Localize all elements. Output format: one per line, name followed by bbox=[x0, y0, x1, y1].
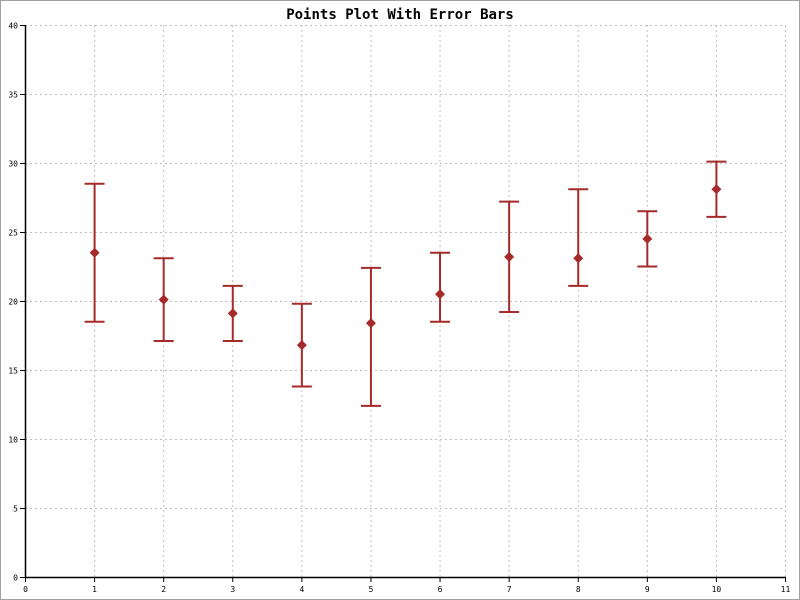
x-tick-label: 1 bbox=[92, 585, 97, 594]
x-tick-label: 0 bbox=[23, 585, 28, 594]
y-tick-label: 20 bbox=[8, 298, 18, 307]
data-point bbox=[435, 289, 446, 300]
y-tick-label: 15 bbox=[8, 367, 18, 376]
data-point bbox=[642, 233, 653, 244]
y-tick-label: 40 bbox=[8, 22, 18, 31]
data-point bbox=[365, 318, 376, 329]
data-point-group bbox=[153, 257, 174, 343]
x-tick-label: 7 bbox=[507, 585, 512, 594]
data-point bbox=[89, 247, 100, 258]
data-point bbox=[573, 253, 584, 264]
x-tick-label: 9 bbox=[645, 585, 650, 594]
y-tick-label: 25 bbox=[8, 229, 18, 238]
x-tick-label: 10 bbox=[712, 585, 722, 594]
data-point-group bbox=[499, 200, 520, 314]
grid bbox=[25, 25, 786, 577]
x-tick-label: 6 bbox=[438, 585, 443, 594]
y-tick-label: 30 bbox=[8, 160, 18, 169]
y-tick-label: 0 bbox=[13, 574, 18, 583]
chart-title: Points Plot With Error Bars bbox=[286, 7, 514, 23]
data-point bbox=[711, 184, 722, 195]
data-point-group bbox=[637, 210, 658, 268]
data-point-group bbox=[430, 251, 451, 323]
data-point-group bbox=[706, 160, 727, 218]
data-point-group bbox=[360, 266, 381, 407]
data-point bbox=[296, 340, 307, 351]
data-point-group bbox=[84, 182, 105, 323]
data-point bbox=[158, 294, 169, 305]
x-tick-label: 5 bbox=[369, 585, 374, 594]
data-marks bbox=[84, 160, 727, 407]
data-point-group bbox=[291, 302, 312, 388]
x-tick-label: 8 bbox=[576, 585, 581, 594]
data-point-group bbox=[222, 284, 243, 343]
data-point-group bbox=[568, 188, 589, 287]
x-tick-label: 3 bbox=[230, 585, 235, 594]
x-tick-label: 2 bbox=[161, 585, 166, 594]
data-point bbox=[227, 308, 238, 319]
data-point bbox=[504, 251, 515, 262]
y-tick-label: 5 bbox=[13, 505, 18, 514]
y-tick-label: 10 bbox=[8, 436, 18, 445]
y-tick-label: 35 bbox=[8, 91, 18, 100]
axes: 0 5 10 15 20 25 30 35 40 0 1 2 3 4 5 6 7 8 9 10 11 bbox=[8, 22, 790, 595]
x-tick-label: 11 bbox=[781, 585, 791, 594]
x-tick-label: 4 bbox=[299, 585, 304, 594]
